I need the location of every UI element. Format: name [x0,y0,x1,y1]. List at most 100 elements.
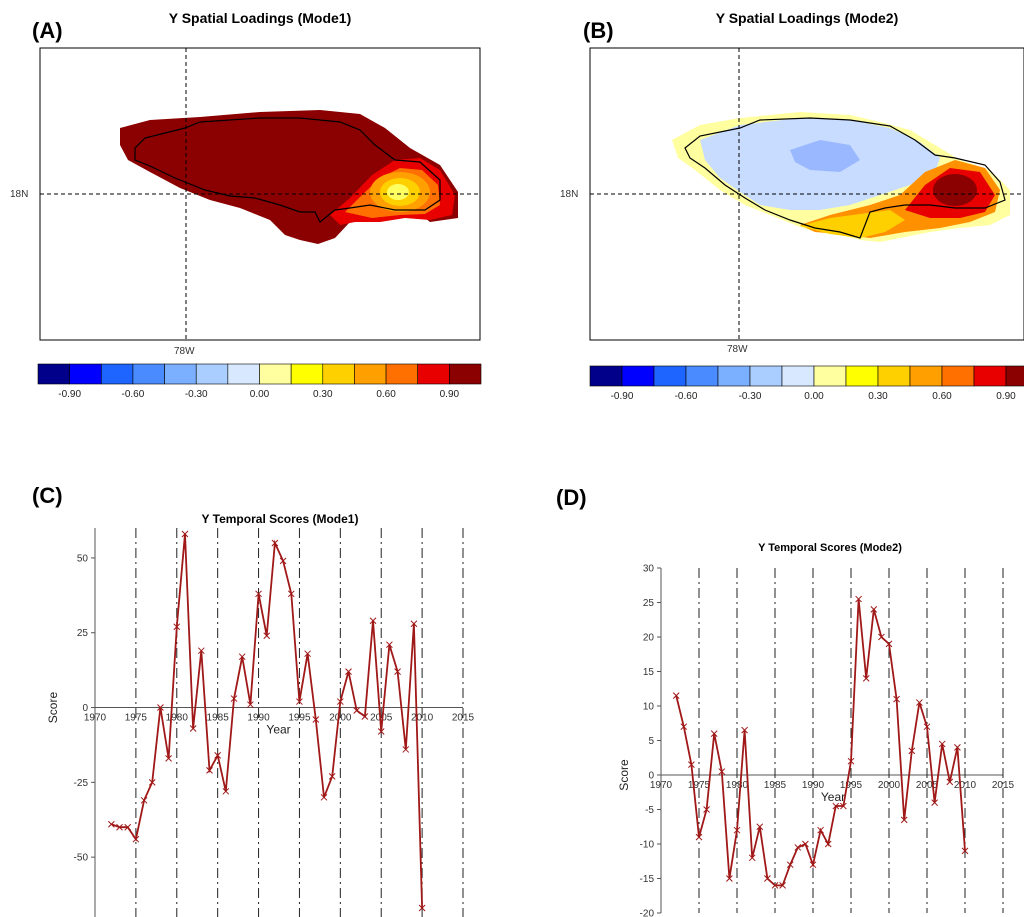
data-point-marker [402,746,410,753]
data-point-marker [847,757,855,765]
y-tick-label: 0 [82,703,88,714]
panel-letter-d: (D) [556,485,587,510]
data-point-marker [885,640,893,648]
colorbar-tick-label: 0.90 [996,391,1016,402]
data-point-marker [938,740,946,748]
y-tick-label: -15 [640,874,655,885]
y-tick-label: 15 [643,667,655,678]
y-tick-label: -50 [74,853,89,864]
colorbar-swatch [449,363,482,385]
data-point-marker [764,875,771,882]
data-point-marker [817,826,824,834]
y-tick-label: -5 [645,805,654,816]
x-tick-label: 1990 [247,713,270,724]
colorbar-tick-label: -0.90 [611,391,634,402]
east-darkred-b [933,174,977,206]
data-point-marker [255,590,262,598]
data-point-marker [900,816,908,824]
data-point-marker [680,723,688,731]
colorbar-tick-label: -0.60 [675,391,698,402]
data-point-marker [794,844,802,851]
data-point-marker [238,653,246,661]
data-point-marker [336,698,344,705]
x-tick-label: 1985 [764,780,787,791]
lon-label-a: 78W [174,346,195,357]
colorbar-tick-label: 0.60 [932,391,952,402]
loading-field [672,112,1010,242]
x-tick-label: 1985 [207,713,230,724]
data-point-marker [394,668,401,675]
data-point-marker [140,796,148,804]
lat-label-b: 18N [560,189,578,200]
data-point-marker [862,675,870,682]
data-point-marker [786,861,794,869]
y-tick-label: -25 [74,778,89,789]
data-point-marker [832,802,840,810]
data-point-marker [124,823,132,831]
data-point-marker [824,840,832,848]
x-tick-label: 2015 [992,780,1015,791]
data-point-marker [741,726,748,734]
colorbar-tick-label: 0.30 [868,391,888,402]
panel-letter-a: (A) [32,18,63,43]
chart-title-d: Y Temporal Scores (Mode2) [758,542,902,554]
chart-title-c: Y Temporal Scores (Mode1) [201,512,359,526]
y-tick-label: 25 [643,598,655,609]
y-axis-title: Score [46,692,60,724]
colorbar-tick-label: -0.30 [739,391,762,402]
south-yellow-b [800,210,905,238]
data-point-marker [157,704,164,711]
data-point-marker [726,875,733,882]
data-point-marker [931,799,938,806]
data-point-marker [954,744,961,751]
data-point-marker [304,650,311,658]
colorbar-tick-label: 0.00 [804,391,824,402]
x-tick-label: 2000 [329,713,352,724]
colorbar-b: -0.90 -0.60 -0.30 0.00 0.30 0.60 0.90 [589,365,1024,402]
x-tick-label: 1970 [650,780,673,791]
y-tick-label: 5 [648,736,654,747]
data-point-marker [181,530,189,538]
y-tick-label: 20 [643,633,655,644]
data-point-marker [672,692,680,700]
data-point-marker [377,728,385,735]
data-point-marker [893,695,900,703]
x-tick-label: 1980 [726,780,749,791]
data-point-marker [802,840,809,848]
colorbar-tick-label: -0.30 [185,389,208,400]
data-point-marker [214,752,222,759]
colorbar-swatch [1005,365,1024,387]
data-point-marker [197,647,205,655]
data-point-marker [279,557,287,565]
data-point-marker [353,707,361,714]
data-point-marker [271,539,279,547]
x-tick-label: 2010 [954,780,977,791]
data-point-marker [710,730,718,737]
data-point-marker [116,823,123,831]
chart-title-a: Y Spatial Loadings (Mode1) [168,10,352,26]
panel-letter-c: (C) [32,483,63,508]
data-point-marker [748,854,756,862]
y-tick-label: 0 [648,771,654,782]
x-tick-label: 2000 [878,780,901,791]
colorbar-tick-label: 0.90 [440,389,460,400]
lon-label-b: 78W [727,344,748,355]
x-tick-label: 2005 [916,780,939,791]
east-light-yellow [387,184,409,200]
data-point-marker [189,725,197,732]
data-point-marker [855,595,862,603]
x-tick-label: 1995 [840,780,863,791]
data-point-marker [410,620,418,628]
data-point-marker [328,773,336,780]
data-point-marker [345,668,352,675]
chart-title-b: Y Spatial Loadings (Mode2) [715,10,899,26]
colorbar-tick-label: 0.00 [250,389,270,400]
data-point-marker [870,606,878,613]
y-tick-label: -20 [640,909,655,917]
data-point-marker [132,835,140,843]
data-point-marker [756,823,764,831]
island-patch-blue [790,140,860,172]
y-tick-label: 10 [643,702,655,713]
